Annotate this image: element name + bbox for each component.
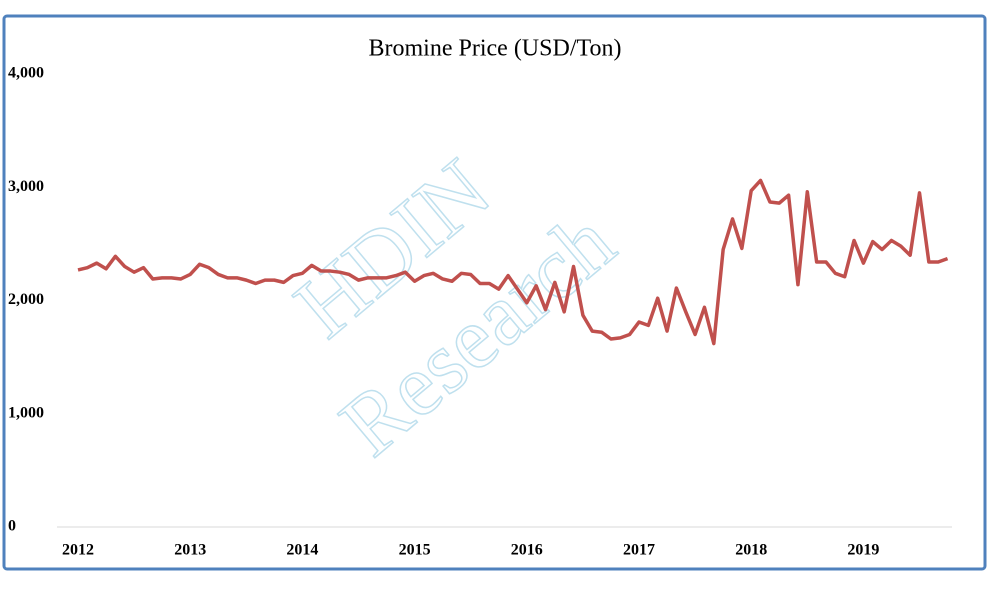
x-tick-label: 2012 (62, 542, 94, 559)
y-tick-label: 3,000 (8, 178, 44, 195)
x-tick-label: 2015 (399, 542, 431, 559)
x-tick-label: 2017 (623, 542, 655, 559)
chart-title: Bromine Price (USD/Ton) (369, 36, 622, 62)
y-tick-label: 4,000 (8, 65, 44, 82)
y-tick-label: 2,000 (8, 291, 44, 308)
frame (2, 14, 987, 571)
y-tick-label: 1,000 (8, 404, 44, 421)
y-tick-label: 0 (8, 518, 16, 535)
x-tick-label: 2016 (511, 542, 543, 559)
x-tick-label: 2014 (286, 542, 318, 559)
price-line (77, 178, 949, 346)
x-tick-label: 2018 (735, 542, 767, 559)
x-tick-label: 2013 (174, 542, 206, 559)
x-tick-label: 2019 (847, 542, 879, 559)
